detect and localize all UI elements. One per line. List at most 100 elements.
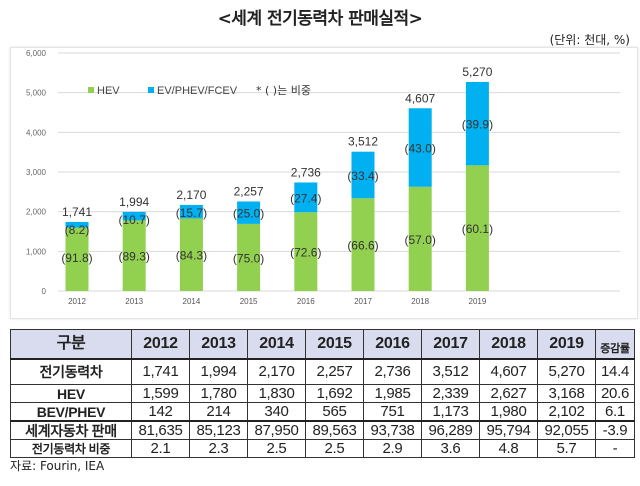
table-cell: 6.1 bbox=[595, 402, 635, 422]
table-cell: 1,830 bbox=[247, 384, 306, 403]
bar-ev bbox=[237, 201, 261, 224]
table-cell: 2,627 bbox=[479, 384, 538, 403]
bar-hev bbox=[65, 227, 89, 291]
table-cell: 4,607 bbox=[479, 358, 538, 385]
table-cell: 1,741 bbox=[131, 358, 190, 385]
table-cell: 2,170 bbox=[247, 358, 306, 385]
header-cell: 2018 bbox=[479, 329, 538, 360]
y-tick-label: 2,000 bbox=[26, 208, 47, 217]
ev-share-label: (27.4) bbox=[290, 191, 321, 205]
total-label: 2,257 bbox=[234, 184, 264, 198]
table-cell: 2.5 bbox=[305, 439, 364, 458]
table-section: 구분 2012 2013 2014 2015 2016 2017 2018 2019 증감률 전기동… bbox=[10, 329, 635, 473]
header-cell: 2013 bbox=[189, 329, 248, 360]
table-cell: 2.9 bbox=[363, 439, 422, 458]
bar-hev bbox=[465, 165, 489, 291]
bar-ev bbox=[294, 182, 318, 213]
table-row: 전기동력차 1,741 1,994 2,170 2,257 2,736 3,512 4,607… bbox=[10, 358, 635, 385]
table-cell: - bbox=[595, 439, 635, 458]
header-cell: 2019 bbox=[537, 329, 596, 360]
header-cell: 2016 bbox=[363, 329, 422, 360]
table-cell: 3,512 bbox=[421, 358, 480, 385]
table-cell: 95,794 bbox=[479, 420, 538, 440]
bar-ev bbox=[179, 204, 203, 219]
hev-share-label: (60.1) bbox=[462, 222, 493, 236]
hev-share-label: (75.0) bbox=[233, 251, 264, 265]
header-cell: 증감률 bbox=[595, 329, 635, 360]
header-category: 구분 bbox=[10, 329, 132, 360]
table-cell: 5.7 bbox=[537, 439, 596, 458]
table-cell: 1,780 bbox=[189, 384, 248, 403]
bar-ev bbox=[465, 81, 489, 166]
x-tick-label: 2019 bbox=[469, 297, 487, 306]
table-cell: 92,055 bbox=[537, 420, 596, 440]
total-label: 2,736 bbox=[291, 165, 321, 179]
header-cell: 2012 bbox=[131, 329, 190, 360]
table-cell: 1,994 bbox=[189, 358, 248, 385]
y-tick-label: 1,000 bbox=[26, 247, 47, 256]
table-cell: 87,950 bbox=[247, 420, 306, 440]
table-cell: 4.8 bbox=[479, 439, 538, 458]
table-cell: 20.6 bbox=[595, 384, 635, 403]
table-cell: 85,123 bbox=[189, 420, 248, 440]
x-tick-label: 2018 bbox=[411, 297, 429, 306]
hev-share-label: (66.6) bbox=[347, 239, 378, 253]
table-cell: 1,980 bbox=[479, 402, 538, 422]
legend-note: * ( )는 비중 bbox=[256, 84, 311, 97]
table-cell: 214 bbox=[189, 402, 248, 422]
ev-share-label: (39.9) bbox=[462, 118, 493, 132]
ev-share-label: (8.2) bbox=[65, 223, 90, 237]
total-label: 1,994 bbox=[119, 195, 149, 209]
y-tick-label: 4,000 bbox=[26, 128, 47, 137]
y-tick-label: 0 bbox=[42, 287, 47, 296]
ev-share-label: (25.0) bbox=[233, 207, 264, 221]
legend-hev: HEV bbox=[97, 85, 120, 97]
table-cell: -3.9 bbox=[595, 420, 635, 440]
total-label: 1,741 bbox=[62, 205, 92, 219]
table-row: 세계자동차 판매 81,635 85,123 87,950 89,563 93,738 96… bbox=[10, 420, 635, 440]
chart-area bbox=[10, 47, 638, 319]
bar-hev bbox=[237, 223, 261, 291]
total-label: 4,607 bbox=[405, 91, 435, 105]
row-label: BEV/PHEV bbox=[10, 402, 132, 422]
legend-swatch-hev bbox=[88, 87, 94, 93]
table-cell: 2,339 bbox=[421, 384, 480, 403]
bar-ev bbox=[408, 108, 432, 187]
hev-share-label: (57.0) bbox=[405, 233, 436, 247]
table-cell: 14.4 bbox=[595, 358, 635, 385]
total-label: 2,170 bbox=[176, 188, 206, 202]
x-tick-label: 2012 bbox=[68, 297, 86, 306]
row-label: 세계자동차 판매 bbox=[10, 420, 132, 440]
total-label: 5,270 bbox=[462, 65, 492, 79]
legend-swatch-ev bbox=[148, 87, 154, 93]
source-note: 자료: Fourin, IEA bbox=[10, 459, 105, 473]
y-tick-label: 3,000 bbox=[26, 168, 47, 177]
row-label: 전기동력차 비중 bbox=[10, 439, 132, 458]
x-tick-label: 2013 bbox=[125, 297, 143, 306]
table-cell: 93,738 bbox=[363, 420, 422, 440]
table-cell: 5,270 bbox=[537, 358, 596, 385]
hev-share-label: (89.3) bbox=[119, 250, 150, 264]
table-cell: 89,563 bbox=[305, 420, 364, 440]
bar-hev bbox=[294, 212, 318, 291]
row-label: HEV bbox=[10, 384, 132, 403]
ev-share-label: (43.0) bbox=[405, 142, 436, 156]
hev-share-label: (84.3) bbox=[176, 249, 207, 263]
table-cell: 2,736 bbox=[363, 358, 422, 385]
bar-hev bbox=[408, 186, 432, 291]
table-cell: 751 bbox=[363, 402, 422, 422]
x-tick-label: 2014 bbox=[183, 297, 201, 306]
table-cell: 1,599 bbox=[131, 384, 190, 403]
table-header: 구분 2012 2013 2014 2015 2016 2017 2018 2019 증감률 bbox=[10, 329, 635, 360]
header-cell: 2014 bbox=[247, 329, 306, 360]
table-cell: 2,257 bbox=[305, 358, 364, 385]
table-row: HEV 1,599 1,780 1,830 1,692 1,985 2,339 2,627 3,… bbox=[10, 384, 635, 403]
table-cell: 2.3 bbox=[189, 439, 248, 458]
table-cell: 3,168 bbox=[537, 384, 596, 403]
header-cell: 2015 bbox=[305, 329, 364, 360]
bar-hev bbox=[351, 198, 375, 291]
unit-label: (단위: 천대, %) bbox=[549, 33, 630, 47]
table-row: BEV/PHEV 142 214 340 565 751 1,173 1,980 2,102 6.… bbox=[10, 402, 635, 422]
x-tick-label: 2016 bbox=[297, 297, 315, 306]
hev-share-label: (91.8) bbox=[61, 251, 92, 265]
